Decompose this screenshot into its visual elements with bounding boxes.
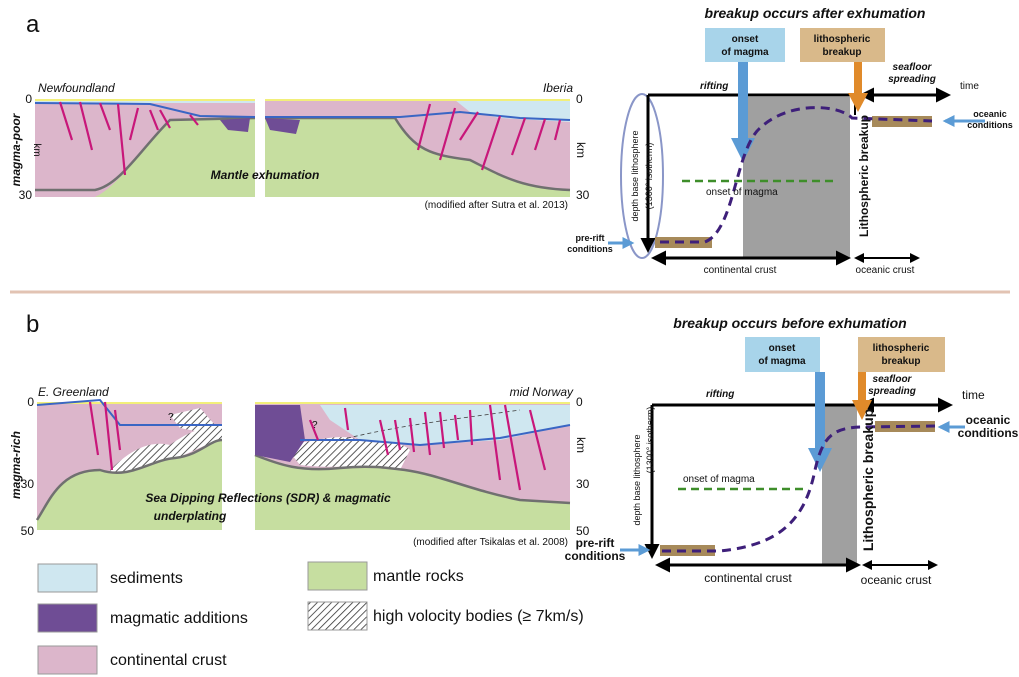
phase-label: rifting <box>706 389 734 400</box>
line-label: onset of magma <box>706 187 778 198</box>
depth-label: 0 <box>25 92 32 106</box>
axis-label: (1300° isotherm) <box>645 407 655 474</box>
box-text: lithospheric <box>814 34 871 45</box>
cross-section <box>35 100 570 197</box>
section-end: E. Greenland <box>38 385 109 399</box>
cross-section <box>37 400 570 530</box>
source: (modified after Tsikalas et al. 2008) <box>413 537 568 548</box>
diagram-title: breakup occurs after exhumation <box>705 5 926 21</box>
section-end: Iberia <box>543 81 573 95</box>
legend-shape <box>38 604 97 632</box>
depth-label: 30 <box>576 477 590 491</box>
phase-label: spreading <box>888 74 936 85</box>
box-text: breakup <box>882 356 921 367</box>
condition-label: pre-rift <box>576 233 605 243</box>
phase-label: seafloor <box>893 62 933 73</box>
line-label: Lithospheric breakup <box>860 409 876 551</box>
axis-label: depth base lithosphere <box>630 130 640 221</box>
crust-label: oceanic crust <box>856 265 915 276</box>
setting: magma-poor <box>9 112 23 186</box>
depth-label: 30 <box>19 188 33 202</box>
depth-label: 30 <box>576 188 590 202</box>
timeline-diagram-shape <box>743 97 850 258</box>
section-end: mid Norway <box>510 385 574 399</box>
condition-label: conditions <box>967 120 1013 130</box>
line-label: onset of magma <box>683 474 755 485</box>
crust-label: oceanic crust <box>861 573 932 587</box>
condition-label: oceanic <box>966 413 1011 427</box>
box-text: onset <box>769 343 796 354</box>
condition-label: conditions <box>567 244 613 254</box>
axis-label: depth base lithosphere <box>632 434 642 525</box>
axis-label: time <box>960 81 979 92</box>
timeline-diagram-shape <box>621 94 663 258</box>
timeline-diagram-shape <box>848 93 868 112</box>
depth-label: 0 <box>576 92 583 106</box>
legend-label: mantle rocks <box>373 568 464 585</box>
annotation: Mantle exhumation <box>211 168 320 182</box>
depth-label: 50 <box>21 524 35 538</box>
phase-label: rifting <box>700 81 728 92</box>
diagram-title: breakup occurs before exhumation <box>673 315 906 331</box>
phase-label: spreading <box>868 386 916 397</box>
depth-unit: km <box>574 437 588 453</box>
panel-b: b E. Greenland mid Norway magma-rich 0 3… <box>9 311 1019 587</box>
legend-label: magmatic additions <box>110 610 248 627</box>
line-label: Lithospheric breakup <box>857 115 871 237</box>
timeline-diagram: breakup occurs before exhumation onset o… <box>565 315 1019 587</box>
condition-label: conditions <box>958 426 1019 440</box>
question-mark: ? <box>312 420 318 431</box>
question-mark: ? <box>168 412 174 423</box>
legend-label: high volocity bodies (≥ 7km/s) <box>373 608 584 625</box>
condition-label: pre-rift <box>576 536 615 550</box>
condition-label: oceanic <box>973 109 1007 119</box>
depth-label: 0 <box>27 395 34 409</box>
box-text: of magma <box>758 356 806 367</box>
figure: a Newfoundland Iberia magma-poor 0 30 km… <box>0 0 1019 677</box>
section-end: Newfoundland <box>38 81 115 95</box>
condition-label: conditions <box>565 549 626 563</box>
legend-label: continental crust <box>110 652 227 669</box>
legend-shape <box>38 646 97 674</box>
annotation: underplating <box>154 509 227 523</box>
axis-label: (1300° isotherm) <box>644 143 654 210</box>
legend-shape <box>308 602 367 630</box>
box-text: breakup <box>823 47 862 58</box>
box-text: lithospheric <box>873 343 930 354</box>
crust-label: continental crust <box>704 571 792 585</box>
panel-a: a Newfoundland Iberia magma-poor 0 30 km… <box>9 5 1013 276</box>
box-text: of magma <box>721 47 769 58</box>
legend-shape <box>38 564 97 592</box>
legend: sediments magmatic additions continental… <box>38 562 584 674</box>
depth-label: 30 <box>21 477 35 491</box>
axis-label: time <box>962 388 985 402</box>
panel-label: b <box>26 311 39 338</box>
phase-label: seafloor <box>873 374 913 385</box>
depth-unit: km <box>574 142 588 158</box>
source: (modified after Sutra et al. 2013) <box>425 200 568 211</box>
timeline-diagram: breakup occurs after exhumation onset of… <box>567 5 1013 276</box>
annotation: Sea Dipping Reflections (SDR) & magmatic <box>145 491 391 505</box>
legend-shape <box>308 562 367 590</box>
box-text: onset <box>732 34 759 45</box>
panel-label: a <box>26 11 40 38</box>
depth-label: 0 <box>576 395 583 409</box>
depth-unit: km <box>31 143 42 156</box>
legend-label: sediments <box>110 570 183 587</box>
crust-label: continental crust <box>704 265 777 276</box>
